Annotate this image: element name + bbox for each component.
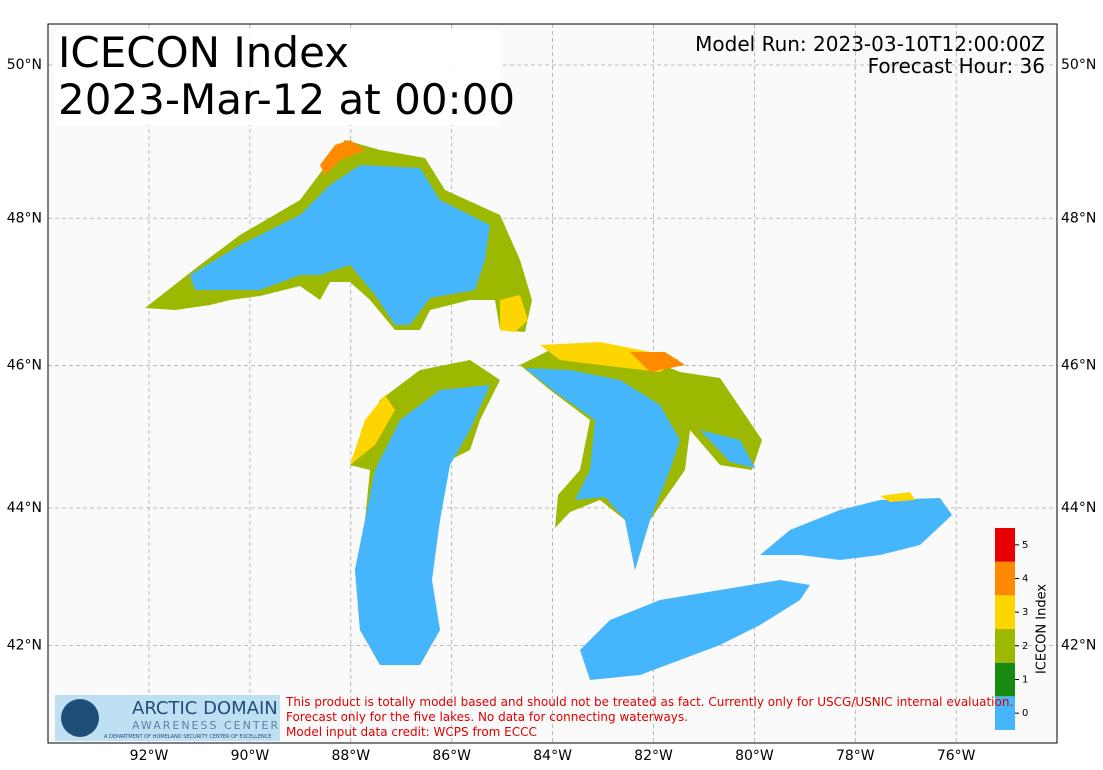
- logo-title: ARCTIC DOMAIN: [132, 698, 278, 719]
- disclaimer: This product is totally model based and …: [285, 695, 1013, 709]
- lat-tick-label: 50°N: [1061, 57, 1096, 73]
- colorbar-tick-label: 5: [1022, 540, 1028, 551]
- colorbar-segment: [995, 662, 1015, 697]
- lake-superior-open: [190, 165, 490, 325]
- lon-tick-label: 82°W: [634, 748, 673, 764]
- title: ICECON Index: [58, 28, 349, 77]
- lon-tick-label: 90°W: [231, 748, 270, 764]
- model-run: Model Run: 2023-03-10T12:00:00Z: [695, 32, 1045, 56]
- colorbar-tick-label: 2: [1022, 641, 1028, 652]
- lon-tick-label: 76°W: [937, 748, 976, 764]
- logo: ARCTIC DOMAIN AWARENESS CENTER A DEPARTM…: [55, 695, 280, 741]
- lake-michigan-ice-edge: [350, 395, 395, 465]
- colorbar: 0 1 2 3 4 5: [995, 528, 1028, 730]
- lon-tick-label: 84°W: [533, 748, 572, 764]
- colorbar-segment: [995, 528, 1015, 562]
- colorbar-tick-label: 3: [1022, 607, 1028, 618]
- georgian-bay-open: [700, 430, 755, 468]
- lat-tick-label: 44°N: [7, 500, 42, 516]
- lake-superior-ice-edge: [320, 140, 365, 175]
- lake-ontario-open: [760, 498, 952, 560]
- lake-huron-ice-edge: [630, 352, 685, 372]
- logo-tagline: A DEPARTMENT OF HOMELAND SECURITY CENTER…: [104, 734, 271, 740]
- lat-tick-label: 48°N: [7, 210, 42, 226]
- lake-superior-ice-edge: [500, 295, 528, 332]
- colorbar-tick-label: 4: [1022, 574, 1028, 585]
- map-frame: [47, 23, 1058, 744]
- lat-tick-label: 46°N: [1061, 358, 1096, 374]
- logo-subtitle: AWARENESS CENTER: [132, 719, 280, 732]
- lat-tick-label: 44°N: [1061, 500, 1096, 516]
- lon-tick-label: 80°W: [735, 748, 774, 764]
- logo-globe: [61, 699, 99, 737]
- lat-tick-label: 48°N: [1061, 210, 1096, 226]
- colorbar-segment: [995, 696, 1015, 730]
- lakes: [145, 140, 952, 680]
- disclaimer: Model input data credit: WCPS from ECCC: [286, 725, 537, 739]
- lon-tick-label: 92°W: [130, 748, 169, 764]
- title-date: 2023-Mar-12 at 00:00: [58, 75, 515, 124]
- colorbar-label: ICECON Index: [1035, 584, 1050, 674]
- colorbar-tick-label: 1: [1022, 675, 1028, 686]
- colorbar-tick-label: 0: [1022, 708, 1028, 719]
- lake-michigan-open: [355, 385, 490, 665]
- lon-tick-label: 86°W: [432, 748, 471, 764]
- lat-tick-label: 42°N: [7, 637, 42, 653]
- forecast-hour: Forecast Hour: 36: [868, 54, 1045, 78]
- colorbar-segment: [995, 629, 1015, 663]
- lat-tick-label: 50°N: [7, 57, 42, 73]
- title-box: [55, 30, 500, 125]
- disclaimer: Forecast only for the five lakes. No dat…: [286, 710, 688, 724]
- colorbar-segment: [995, 595, 1015, 629]
- lon-tick-label: 78°W: [836, 748, 875, 764]
- colorbar-segment: [995, 561, 1015, 596]
- lat-tick-label: 46°N: [7, 358, 42, 374]
- lake-huron-open: [525, 368, 680, 570]
- lat-tick-label: 42°N: [1061, 637, 1096, 653]
- lake-ontario-ice-edge: [880, 492, 915, 502]
- lon-tick-label: 88°W: [331, 748, 370, 764]
- lake-erie-open: [580, 580, 810, 680]
